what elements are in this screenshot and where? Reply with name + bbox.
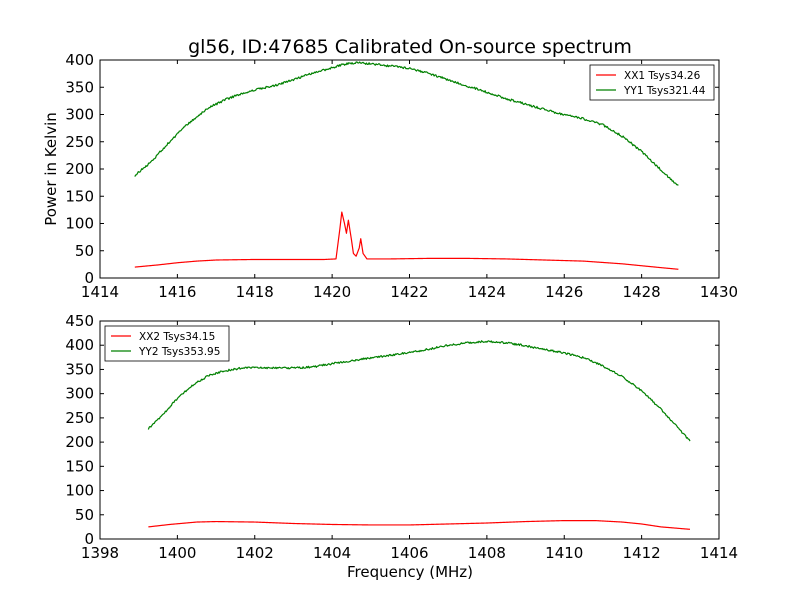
series-line-yy1-tsys321-44	[134, 61, 679, 186]
legend: XX1 Tsys34.26 YY1 Tsys321.44	[589, 64, 715, 101]
x-tick-label: 1406	[390, 544, 428, 562]
x-tick-label: 1398	[81, 544, 119, 562]
legend-entry: YY1 Tsys321.44	[623, 85, 706, 97]
legend-entry: XX2 Tsys34.15	[139, 331, 215, 343]
y-tick-label: 300	[65, 106, 94, 124]
y-tick-label: 450	[65, 312, 94, 330]
y-tick-label: 350	[65, 78, 94, 96]
y-tick-label: 50	[75, 506, 94, 524]
legend-entry: YY2 Tsys353.95	[138, 346, 220, 358]
y-tick-label: 350	[65, 360, 94, 378]
legend-box	[589, 64, 715, 101]
y-tick-label: 100	[65, 482, 94, 500]
y-tick-label: 200	[65, 433, 94, 451]
y-tick-label: 250	[65, 409, 94, 427]
top-panel: 1414 1416 1418 1420 1422 1424 1426 1428 1430 0 50 1…	[65, 51, 738, 301]
y-tick-label: 150	[65, 187, 94, 205]
x-axis-label: Frequency (MHz)	[347, 563, 473, 581]
legend-entry: XX1 Tsys34.26	[624, 70, 701, 82]
x-tick-label: 1422	[390, 283, 428, 301]
y-tick-label: 50	[75, 242, 94, 260]
y-axis-label: Power in Kelvin	[42, 112, 60, 226]
y-tick-label: 0	[84, 530, 94, 548]
x-tick-label: 1416	[158, 283, 196, 301]
y-tick-label: 400	[65, 336, 94, 354]
x-tick-label: 1426	[545, 283, 583, 301]
x-tick-label: 1402	[236, 544, 274, 562]
x-tick-label: 1414	[700, 544, 738, 562]
series-line-xx1-tsys34-26	[134, 211, 679, 270]
legend: XX2 Tsys34.15 YY2 Tsys353.95	[104, 325, 230, 362]
x-tick-label: 1424	[468, 283, 506, 301]
x-tick-label: 1404	[313, 544, 351, 562]
series-line-yy2-tsys353-95	[147, 340, 691, 442]
x-tick-label: 1418	[236, 283, 274, 301]
x-tick-label: 1420	[313, 283, 351, 301]
x-tick-label: 1410	[545, 544, 583, 562]
y-tick-label: 150	[65, 457, 94, 475]
x-tick-label: 1412	[623, 544, 661, 562]
y-tick-label: 250	[65, 133, 94, 151]
x-tick-label: 1428	[623, 283, 661, 301]
y-tick-label: 100	[65, 215, 94, 233]
x-tick-label: 1430	[700, 283, 738, 301]
chart-title: gl56, ID:47685 Calibrated On-source spec…	[188, 36, 632, 58]
y-tick-label: 300	[65, 385, 94, 403]
x-tick-label: 1400	[158, 544, 196, 562]
legend-box	[104, 325, 230, 362]
bottom-panel: 1398 1400 1402 1404 1406 1408 1410 1412 1414 0 50 1…	[65, 312, 738, 562]
x-tick-label: 1414	[81, 283, 119, 301]
y-tick-label: 400	[65, 51, 94, 69]
y-tick-label: 200	[65, 160, 94, 178]
series-line-xx2-tsys34-15	[148, 519, 691, 530]
x-tick-label: 1408	[468, 544, 506, 562]
y-tick-label: 0	[84, 269, 94, 287]
